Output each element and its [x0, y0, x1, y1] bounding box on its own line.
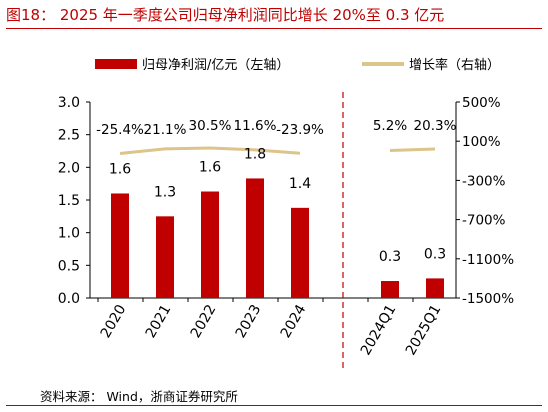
left-tick-label: 3.0: [58, 95, 80, 111]
x-tick-label: 2021: [143, 302, 175, 341]
source-note: 资料来源： Wind，浙商证券研究所: [40, 389, 238, 404]
x-tick-labels: 2020 2021 2022 2023 2024 2024Q1 2025Q1: [98, 302, 445, 358]
bar-2022: [201, 191, 219, 298]
right-tick-label: -700%: [462, 213, 506, 229]
bar-value-label: 1.4: [289, 176, 311, 192]
x-tick-label: 2022: [188, 302, 220, 341]
bar-2024: [291, 207, 309, 298]
growth-line-group-2: [389, 147, 436, 152]
growth-rate-label: 30.5%: [189, 118, 232, 134]
left-tick-label: 0.5: [58, 258, 80, 274]
bar-series: [111, 178, 444, 298]
left-tick-label: 1.0: [58, 226, 80, 242]
x-tick-label: 2023: [233, 302, 265, 341]
x-tick-label: 2024: [278, 302, 310, 341]
growth-rate-label: 11.6%: [234, 118, 277, 134]
bar-value-label: 1.6: [199, 160, 221, 176]
growth-rate-label: 21.1%: [144, 122, 187, 138]
left-tick-label: 2.5: [58, 128, 80, 144]
legend-swatch-line: [362, 62, 404, 66]
bar-value-label: 1.8: [244, 146, 266, 162]
right-tick-label: -1500%: [462, 291, 514, 307]
bar-2024Q1: [381, 281, 399, 298]
bottom-divider: [6, 405, 542, 406]
x-tick-label: 2020: [98, 302, 130, 341]
legend-swatch-bar: [95, 59, 137, 69]
growth-rate-label: -23.9%: [276, 122, 324, 138]
growth-rate-label: 20.3%: [414, 118, 457, 134]
right-tick-label: -300%: [462, 173, 506, 189]
title-divider: [6, 28, 542, 29]
growth-rate-label: -25.4%: [96, 122, 144, 138]
bar-value-label: 1.6: [109, 161, 131, 177]
figure-title: 图18： 2025 年一季度公司归母净利润同比增长 20%至 0.3 亿元: [6, 6, 445, 24]
chart-axes: 0.0 0.5 1.0 1.5 2.0 2.5 3.0 -1500% -1100% -700% -3…: [58, 92, 514, 372]
legend-label-bar: 归母净利润/亿元（左轴）: [142, 58, 289, 73]
bar-2023: [246, 178, 264, 298]
left-tick-label: 2.0: [58, 160, 80, 176]
x-tick-label: 2025Q1: [403, 302, 445, 358]
line-series: [119, 146, 436, 155]
growth-rate-label: 5.2%: [373, 118, 407, 134]
bar-value-label: 0.3: [379, 249, 401, 265]
x-tick-label: 2024Q1: [358, 302, 400, 358]
right-tick-label: 100%: [462, 134, 501, 150]
right-tick-label: -1100%: [462, 252, 514, 268]
bar-value-label: 1.3: [154, 184, 176, 200]
bar-2025Q1: [426, 278, 444, 298]
left-tick-label: 1.5: [58, 193, 80, 209]
growth-line-group-1: [119, 146, 301, 155]
bar-2020: [111, 193, 129, 298]
data-labels: 1.6 1.3 1.6 1.8 1.4 0.3 0.3 -25.4% 21.1% 30.5% 11.…: [96, 118, 456, 265]
left-tick-label: 0.0: [58, 291, 80, 307]
bar-value-label: 0.3: [424, 246, 446, 262]
chart-legend: 归母净利润/亿元（左轴） 增长率（右轴）: [95, 57, 500, 73]
bar-2021: [156, 216, 174, 298]
right-tick-label: 500%: [462, 95, 501, 111]
legend-label-line: 增长率（右轴）: [409, 57, 500, 73]
